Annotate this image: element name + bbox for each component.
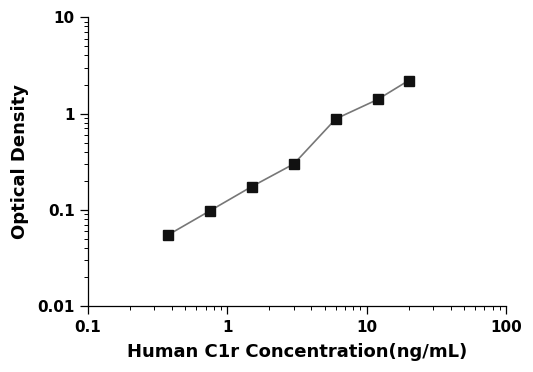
X-axis label: Human C1r Concentration(ng/mL): Human C1r Concentration(ng/mL) [127,343,467,361]
Y-axis label: Optical Density: Optical Density [11,84,29,239]
